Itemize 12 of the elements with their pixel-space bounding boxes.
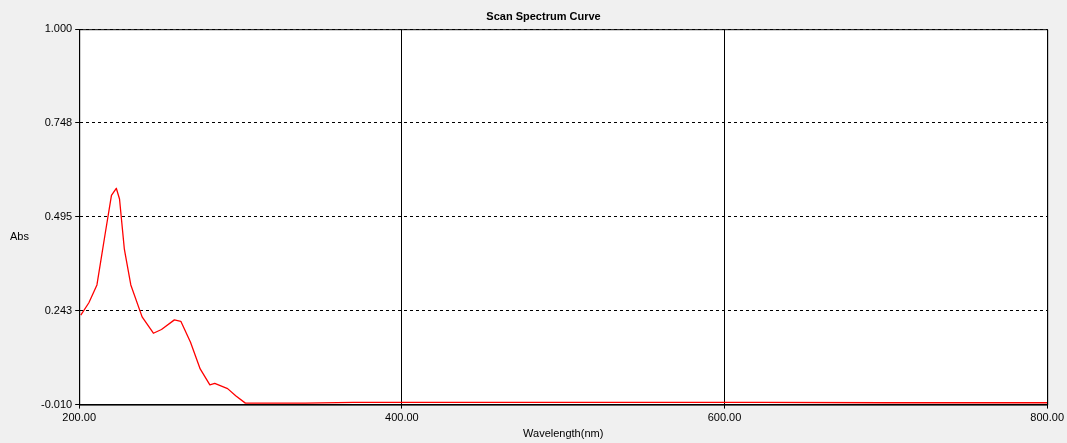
x-tick-label: 400.00 — [385, 411, 419, 424]
x-tick-label: 200.00 — [62, 411, 97, 424]
y-tick-label: 0.748 — [44, 115, 73, 128]
chart-title: Scan Spectrum Curve — [486, 9, 601, 22]
y-tick-label: 0.495 — [44, 209, 73, 222]
x-axis-title: Wavelength(nm) — [523, 427, 604, 440]
x-tick-label: 800.00 — [1030, 411, 1065, 424]
y-tick-label: -0.010 — [40, 397, 73, 410]
x-tick-label: 600.00 — [707, 411, 742, 424]
y-axis-title: Abs — [10, 229, 30, 242]
y-tick-label: 0.243 — [44, 303, 73, 316]
y-tick-label: 1.000 — [44, 22, 73, 35]
